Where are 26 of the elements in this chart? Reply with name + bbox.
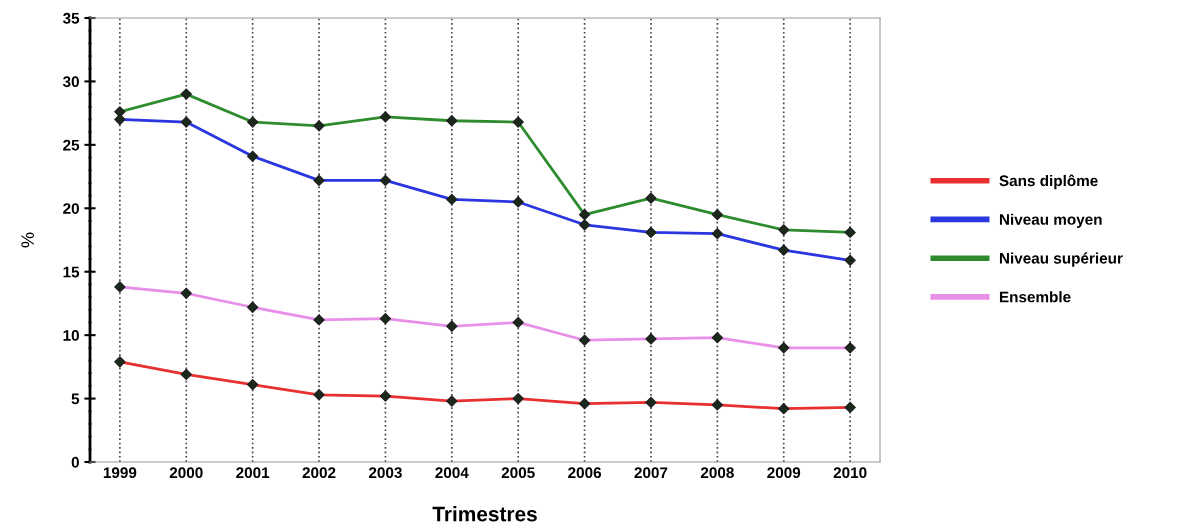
x-tick-label: 2003 bbox=[368, 467, 402, 479]
x-tick-label: 2010 bbox=[833, 467, 867, 479]
y-tick-label: 10 bbox=[63, 330, 79, 341]
legend-label: Niveau moyen bbox=[999, 213, 1102, 228]
x-tick-label: 2001 bbox=[236, 467, 270, 479]
legend-label: Niveau supérieur bbox=[999, 252, 1123, 267]
y-axis-title: % bbox=[21, 232, 34, 248]
x-tick-label: 2005 bbox=[501, 467, 535, 479]
x-tick-label: 2006 bbox=[568, 467, 602, 479]
y-tick-label: 25 bbox=[63, 139, 80, 151]
x-tick-label: 2009 bbox=[767, 467, 801, 479]
x-tick-label: 2004 bbox=[435, 467, 469, 479]
legend-label: Ensemble bbox=[999, 291, 1071, 303]
y-tick-label: 35 bbox=[62, 12, 80, 24]
y-tick-label: 15 bbox=[63, 266, 80, 278]
x-tick-label: 1999 bbox=[103, 467, 137, 479]
x-tick-label: 2007 bbox=[634, 467, 668, 479]
x-axis-title: Trimestres bbox=[432, 506, 537, 522]
y-tick-label: 20 bbox=[63, 203, 79, 214]
y-tick-label: 30 bbox=[62, 76, 79, 88]
y-tick-label: 0 bbox=[71, 456, 79, 468]
y-tick-label: 5 bbox=[71, 393, 80, 405]
legend-label: Sans diplôme bbox=[999, 174, 1098, 190]
x-tick-label: 2000 bbox=[169, 467, 203, 479]
x-tick-label: 2002 bbox=[302, 467, 336, 479]
x-tick-label: 2008 bbox=[700, 467, 734, 479]
